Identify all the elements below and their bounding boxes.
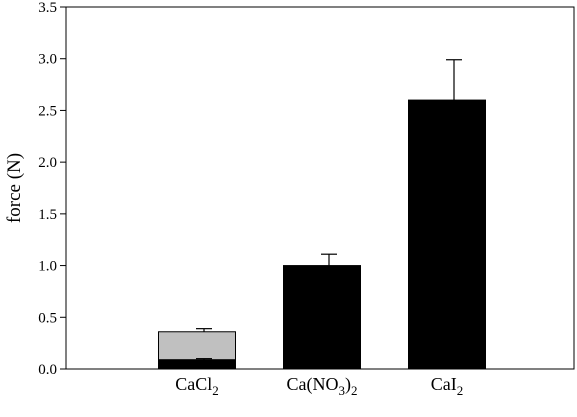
y-axis-title: force (N) xyxy=(4,153,25,223)
bar xyxy=(158,331,236,361)
x-category-label: CaI2 xyxy=(431,374,464,398)
y-tick-label: 0.0 xyxy=(38,362,57,378)
x-category-label: Ca(NO3)2 xyxy=(287,374,358,398)
bar xyxy=(408,99,486,370)
y-tick-label: 2.5 xyxy=(38,103,57,119)
x-category-label: CaCl2 xyxy=(175,374,219,398)
y-tick-label: 1.0 xyxy=(38,259,57,275)
y-tick-label: 1.5 xyxy=(38,207,57,223)
y-tick-label: 2.0 xyxy=(38,155,57,171)
y-tick-label: 3.5 xyxy=(38,0,57,16)
y-tick-label: 0.5 xyxy=(38,310,57,326)
y-tick-label: 3.0 xyxy=(38,52,57,68)
bar xyxy=(158,359,236,370)
bar xyxy=(283,265,361,370)
